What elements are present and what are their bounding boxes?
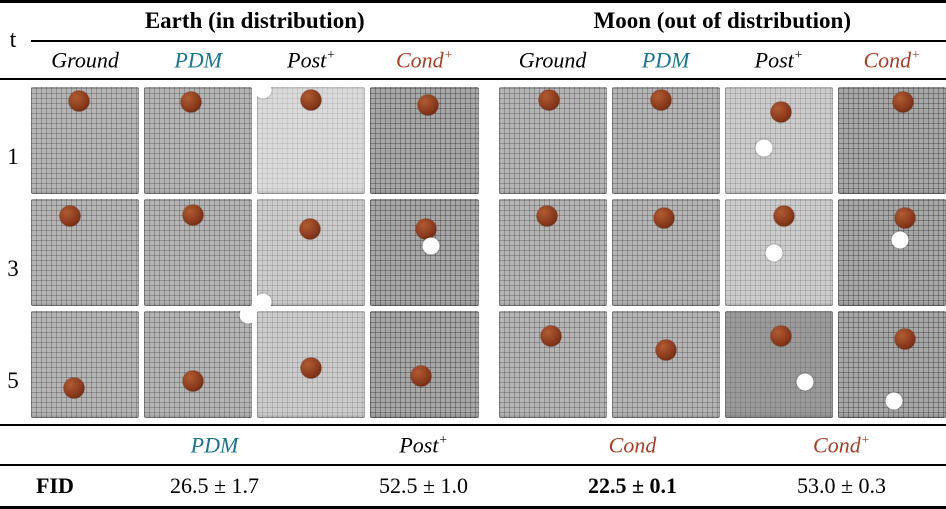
header-divider-rule xyxy=(31,39,946,42)
ball xyxy=(894,328,916,350)
group-title-moon: Moon (out of distribution) xyxy=(593,8,852,33)
white-ball xyxy=(885,392,903,410)
ball xyxy=(417,94,439,116)
column-header-cond-plus: Cond+ xyxy=(863,46,921,73)
sample-image xyxy=(144,311,253,418)
ball xyxy=(650,89,672,111)
ball xyxy=(182,370,204,392)
ball xyxy=(770,325,792,347)
ball xyxy=(63,377,85,399)
top-rule xyxy=(0,0,946,3)
fid-column-cond-plus: Cond+ xyxy=(813,431,870,458)
fid-value-1: 52.5 ± 1.0 xyxy=(378,473,469,498)
sample-image xyxy=(611,311,720,418)
ball xyxy=(68,90,90,112)
ball xyxy=(180,91,202,113)
sample-image xyxy=(724,87,833,194)
fid-value-3: 53.0 ± 0.3 xyxy=(796,473,887,498)
ball xyxy=(300,89,322,111)
sample-image xyxy=(837,311,946,418)
row-label-t5: 5 xyxy=(7,367,19,393)
fid-top-rule xyxy=(0,424,946,426)
sample-image xyxy=(498,199,607,306)
sample-image xyxy=(257,199,366,306)
ball xyxy=(894,207,916,229)
ball xyxy=(410,365,432,387)
group-title-earth: Earth (in distribution) xyxy=(144,8,365,33)
column-header-ground: Ground xyxy=(518,47,587,73)
sample-image xyxy=(31,311,140,418)
white-ball xyxy=(257,87,272,99)
ball xyxy=(538,89,560,111)
column-header-post-plus: Post+ xyxy=(754,46,803,73)
fid-value-0: 26.5 ± 1.7 xyxy=(169,473,260,498)
sample-image xyxy=(257,87,366,194)
sample-image xyxy=(31,199,140,306)
column-header-cond-plus: Cond+ xyxy=(395,46,453,73)
header-bottom-rule xyxy=(0,78,946,80)
sample-image xyxy=(611,87,720,194)
white-ball xyxy=(755,139,773,157)
fid-table: FID PDM Post+ Cond Cond+ 26.5 ± 1.7 52.5 ± 1.… xyxy=(0,426,946,506)
ball xyxy=(536,205,558,227)
sample-grid: 1 3 5 xyxy=(0,87,946,418)
table-header: t Earth (in distribution) Moon (out of d… xyxy=(0,3,946,78)
fid-column-cond: Cond xyxy=(608,432,657,458)
ball xyxy=(770,101,792,123)
sample-image xyxy=(370,199,479,306)
sample-image xyxy=(837,199,946,306)
ball xyxy=(300,357,322,379)
row-label-t1: 1 xyxy=(7,143,19,169)
sample-image xyxy=(257,311,366,418)
ball xyxy=(892,91,914,113)
ball xyxy=(415,218,437,240)
white-ball xyxy=(257,293,272,306)
bottom-rule xyxy=(0,506,946,509)
sample-image xyxy=(498,87,607,194)
column-header-post-plus: Post+ xyxy=(287,46,336,73)
column-header-ground: Ground xyxy=(51,47,119,73)
sample-image xyxy=(724,311,833,418)
ball xyxy=(540,325,562,347)
sample-image xyxy=(611,199,720,306)
fid-divider-rule xyxy=(0,464,946,466)
ball xyxy=(59,205,81,227)
ball xyxy=(182,204,204,226)
sample-image xyxy=(370,87,479,194)
sample-image xyxy=(144,199,253,306)
white-ball xyxy=(422,237,440,255)
sample-image xyxy=(498,311,607,418)
white-ball xyxy=(239,311,253,324)
column-header-pdm: PDM xyxy=(641,47,690,73)
fid-column-post-plus: Post+ xyxy=(399,431,448,458)
ball xyxy=(299,218,321,240)
white-ball xyxy=(765,244,783,261)
sample-image xyxy=(31,87,140,194)
t-axis-label: t xyxy=(9,27,17,53)
column-header-pdm: PDM xyxy=(174,47,223,73)
fid-value-2: 22.5 ± 0.1 xyxy=(587,473,678,498)
row-label-t3: 3 xyxy=(7,255,19,281)
ball xyxy=(655,339,677,361)
fid-column-pdm: PDM xyxy=(190,432,239,458)
sample-image xyxy=(837,87,946,194)
sample-image xyxy=(724,199,833,306)
ball xyxy=(653,207,675,229)
white-ball xyxy=(796,373,814,391)
fid-row-label: FID xyxy=(36,473,74,498)
sample-image xyxy=(370,311,479,418)
sample-image xyxy=(144,87,253,194)
ball xyxy=(773,205,795,227)
white-ball xyxy=(891,231,908,249)
